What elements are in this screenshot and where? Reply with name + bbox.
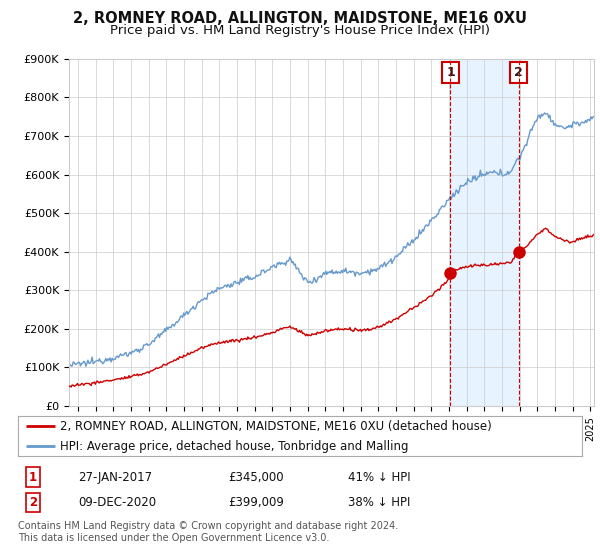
Text: Price paid vs. HM Land Registry's House Price Index (HPI): Price paid vs. HM Land Registry's House … (110, 24, 490, 36)
Text: 2, ROMNEY ROAD, ALLINGTON, MAIDSTONE, ME16 0XU: 2, ROMNEY ROAD, ALLINGTON, MAIDSTONE, ME… (73, 11, 527, 26)
Text: 2: 2 (29, 496, 37, 509)
Text: Contains HM Land Registry data © Crown copyright and database right 2024.
This d: Contains HM Land Registry data © Crown c… (18, 521, 398, 543)
Text: 41% ↓ HPI: 41% ↓ HPI (348, 470, 410, 484)
Text: 27-JAN-2017: 27-JAN-2017 (78, 470, 152, 484)
Text: £399,009: £399,009 (228, 496, 284, 509)
Text: 2, ROMNEY ROAD, ALLINGTON, MAIDSTONE, ME16 0XU (detached house): 2, ROMNEY ROAD, ALLINGTON, MAIDSTONE, ME… (60, 419, 492, 433)
Text: 09-DEC-2020: 09-DEC-2020 (78, 496, 156, 509)
Text: 1: 1 (446, 66, 455, 79)
Text: 1: 1 (29, 470, 37, 484)
Text: 38% ↓ HPI: 38% ↓ HPI (348, 496, 410, 509)
Text: £345,000: £345,000 (228, 470, 284, 484)
Bar (451, 59, 518, 406)
Text: 2: 2 (514, 66, 523, 79)
Text: HPI: Average price, detached house, Tonbridge and Malling: HPI: Average price, detached house, Tonb… (60, 440, 409, 453)
